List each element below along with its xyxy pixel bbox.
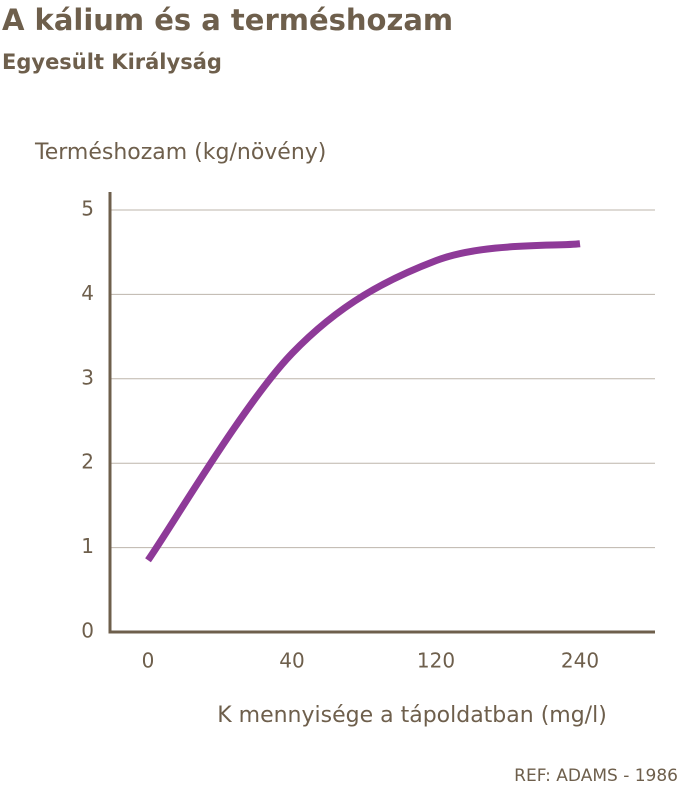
y-tick-label: 0 <box>81 619 94 643</box>
x-tick-label: 0 <box>142 649 155 673</box>
y-tick-label: 1 <box>81 534 94 558</box>
y-tick-label: 3 <box>81 365 94 389</box>
y-axis-title: Terméshozam (kg/növény) <box>34 140 326 165</box>
chart-title: A kálium és a terméshozam <box>2 3 453 37</box>
x-axis-title: K mennyisége a tápoldatban (mg/l) <box>217 703 607 728</box>
y-tick-label: 5 <box>81 197 94 221</box>
y-tick-label: 4 <box>81 281 94 305</box>
x-tick-label: 240 <box>561 649 599 673</box>
chart-subtitle: Egyesült Királyság <box>2 50 222 74</box>
x-tick-label: 40 <box>279 649 304 673</box>
line-series <box>145 240 581 563</box>
y-tick-label: 2 <box>81 450 94 474</box>
source-note: REF: ADAMS - 1986 <box>514 766 678 786</box>
x-tick-label: 120 <box>417 649 455 673</box>
